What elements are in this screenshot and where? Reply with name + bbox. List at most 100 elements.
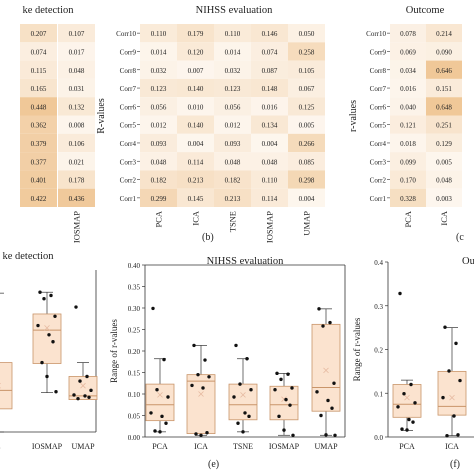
- heatmap-cell: [177, 42, 214, 61]
- box: [311, 323, 341, 412]
- heatmap-cell: [251, 133, 288, 153]
- heatmap-cell: [214, 24, 251, 43]
- data-point: [458, 378, 462, 383]
- data-point: [330, 406, 334, 410]
- data-point: [236, 421, 240, 425]
- boxplot-title: NIHSS evaluation: [207, 256, 284, 267]
- heatmap-value: 0.362: [31, 122, 47, 130]
- heatmap-cell: [426, 78, 462, 98]
- column-label: PCA: [154, 210, 164, 227]
- heatmap-value: 0.034: [400, 67, 416, 75]
- heatmap-cell: [288, 152, 325, 171]
- data-point: [326, 398, 330, 403]
- heatmap-cell: [20, 115, 57, 134]
- heatmap-cell: [58, 152, 95, 171]
- heatmap-panel-b: NIHSS evaluation 0.110 0.179 0.110 0.146 0.05…: [96, 5, 325, 243]
- heatmap-cell: [20, 60, 57, 79]
- mean-marker: [323, 367, 329, 374]
- heatmap-value: 0.179: [188, 30, 204, 38]
- data-point: [409, 382, 413, 387]
- heatmap-cell: [390, 97, 426, 116]
- heatmap-value: 0.005: [436, 158, 452, 166]
- data-point: [87, 395, 91, 399]
- heatmap-cell: [426, 60, 462, 79]
- heatmap-cell: [251, 170, 288, 189]
- heatmap-cell: [390, 42, 426, 61]
- heatmap-value: 0.170: [400, 177, 416, 185]
- row-label: Corr9: [120, 48, 137, 56]
- data-point: [199, 433, 203, 437]
- heatmap-value: 0.129: [436, 140, 452, 148]
- data-point: [290, 386, 294, 390]
- data-point: [162, 357, 166, 362]
- heatmap-cell: [288, 170, 325, 189]
- row-label: Corr8: [120, 67, 137, 75]
- heatmap-value: 0.266: [299, 140, 315, 148]
- row-label: Corr10: [366, 30, 386, 38]
- heatmap-cell: [390, 133, 426, 153]
- heatmap-value: 0.114: [188, 158, 204, 166]
- heatmap-value: 0.007: [188, 67, 204, 75]
- data-point: [76, 396, 80, 401]
- heatmap-cell: [390, 24, 426, 43]
- heatmap-cell: [177, 78, 214, 98]
- data-point: [275, 371, 279, 376]
- heatmap-cell: [140, 24, 177, 43]
- data-point: [245, 357, 249, 361]
- heatmap-value: 0.110: [151, 30, 167, 38]
- data-point: [149, 411, 153, 415]
- box: [437, 370, 467, 416]
- heatmap-value: 0.140: [188, 122, 204, 130]
- column-label: ICA: [439, 210, 449, 226]
- heatmap-value: 0.422: [31, 195, 47, 203]
- heatmap-value: 0.012: [151, 122, 167, 130]
- column-label: ICA: [191, 210, 201, 226]
- data-point: [277, 414, 281, 419]
- heatmap-value: 0.093: [225, 140, 241, 148]
- heatmap-value: 0.401: [31, 177, 47, 185]
- data-point: [319, 413, 323, 418]
- heatmap-value: 0.148: [262, 85, 278, 93]
- heatmap-cell: [251, 60, 288, 79]
- heatmap-cell: [288, 188, 325, 207]
- heatmap-value: 0.123: [151, 85, 167, 93]
- mean-marker: [449, 394, 455, 401]
- data-point: [333, 433, 337, 437]
- heatmap-cell: [214, 188, 251, 207]
- heatmap-value: 0.299: [151, 195, 167, 203]
- heatmap-value: 0.107: [69, 30, 85, 38]
- data-point: [291, 433, 295, 437]
- data-point: [405, 428, 409, 432]
- heatmap-value: 0.134: [262, 122, 278, 130]
- heatmap-value: 0.328: [400, 195, 416, 203]
- data-point: [151, 306, 155, 311]
- heatmap-title: NIHSS evaluation: [196, 5, 273, 16]
- data-point: [205, 431, 209, 435]
- heatmap-cell: [20, 133, 57, 153]
- row-label: Corr10: [116, 30, 136, 38]
- data-point: [153, 429, 157, 433]
- heatmap-cell: [20, 78, 57, 98]
- y-tick-label: 0.20: [128, 348, 141, 356]
- heatmap-cell: [426, 133, 462, 153]
- row-label: Corr2: [120, 177, 137, 185]
- heatmap-cell: [20, 42, 57, 61]
- heatmap-value: 0.040: [400, 103, 416, 111]
- heatmap-value: 0.123: [225, 85, 241, 93]
- row-label: Corr6: [120, 103, 137, 111]
- heatmap-value: 0.145: [188, 195, 204, 203]
- heatmap-cell: [20, 170, 57, 189]
- heatmap-cell: [288, 115, 325, 134]
- heatmap-value: 0.085: [299, 158, 315, 166]
- heatmap-value: 0.178: [69, 177, 85, 185]
- x-tick-label: E: [0, 442, 1, 451]
- heatmap-title: ke detection: [22, 5, 74, 16]
- heatmap-value: 0.074: [31, 48, 47, 56]
- mean-marker: [198, 391, 204, 397]
- data-point: [243, 411, 247, 415]
- heatmap-value: 0.048: [69, 67, 85, 75]
- heatmap-value: 0.004: [262, 140, 278, 148]
- data-point: [282, 428, 286, 432]
- heatmap-value: 0.003: [436, 195, 452, 203]
- data-point: [317, 307, 321, 311]
